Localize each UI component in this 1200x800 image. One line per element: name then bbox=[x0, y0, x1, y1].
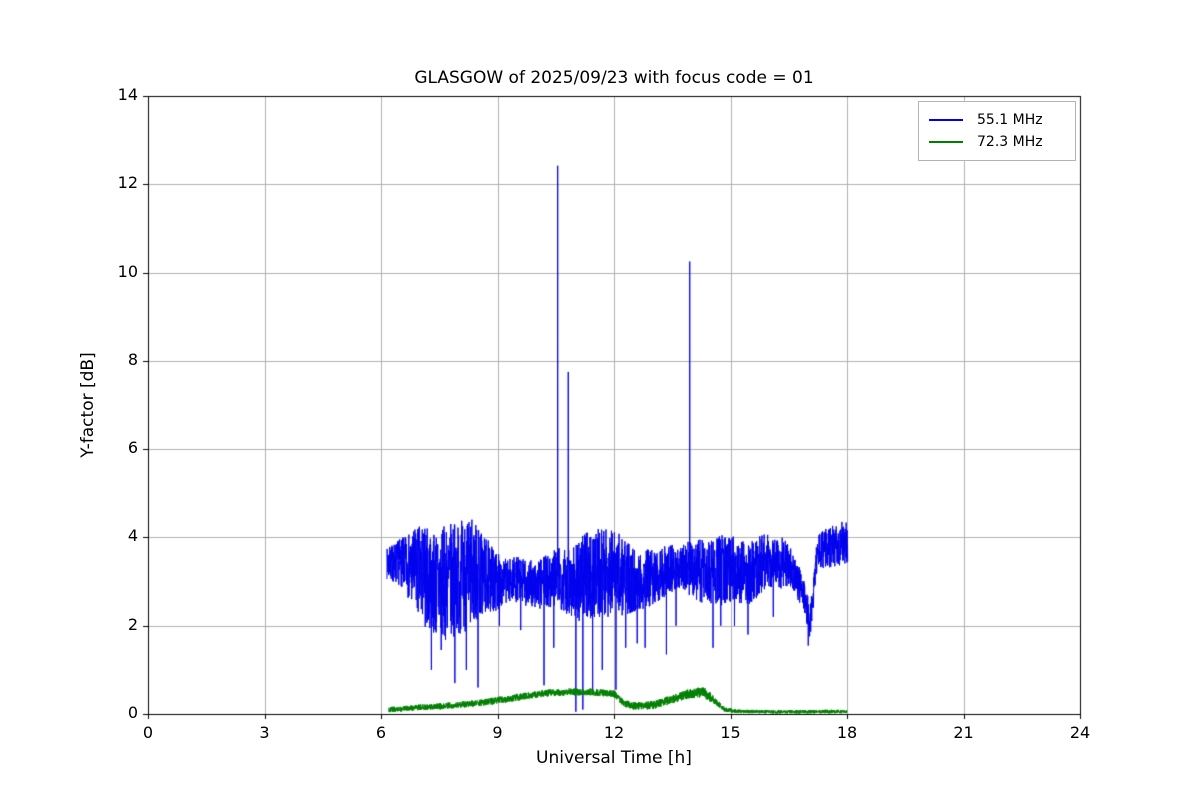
y-tick-label: 8 bbox=[127, 349, 138, 369]
y-tick-label: 14 bbox=[117, 85, 138, 104]
x-tick-label: 18 bbox=[836, 723, 858, 742]
y-tick-label: 2 bbox=[127, 614, 138, 634]
legend-line-sample bbox=[929, 119, 963, 121]
x-tick-label: 9 bbox=[492, 723, 503, 742]
y-tick-label: 4 bbox=[127, 526, 138, 546]
legend-line-sample bbox=[929, 141, 963, 143]
x-tick-label: 0 bbox=[142, 723, 154, 742]
legend-entry: 55.1 MHz bbox=[929, 109, 1065, 131]
legend-label: 55.1 MHz bbox=[977, 112, 1043, 128]
chart-title: GLASGOW of 2025/09/23 with focus code = … bbox=[414, 68, 814, 88]
legend-entry: 72.3 MHz bbox=[929, 131, 1065, 153]
y-tick-label: 6 bbox=[127, 438, 138, 458]
x-axis-label: Universal Time [h] bbox=[536, 748, 692, 768]
x-tick-label: 3 bbox=[259, 723, 270, 742]
x-tick-label: 21 bbox=[953, 723, 974, 742]
legend-label: 72.3 MHz bbox=[977, 134, 1043, 150]
x-tick-label: 24 bbox=[1069, 723, 1091, 742]
y-tick-label: 0 bbox=[127, 703, 138, 722]
x-tick-label: 15 bbox=[720, 723, 741, 742]
x-tick-label: 12 bbox=[603, 723, 625, 742]
y-tick-label: 10 bbox=[117, 261, 138, 281]
y-tick-label: 12 bbox=[117, 173, 138, 193]
x-tick-label: 6 bbox=[375, 723, 387, 742]
legend: 55.1 MHz 72.3 MHz bbox=[918, 101, 1076, 161]
